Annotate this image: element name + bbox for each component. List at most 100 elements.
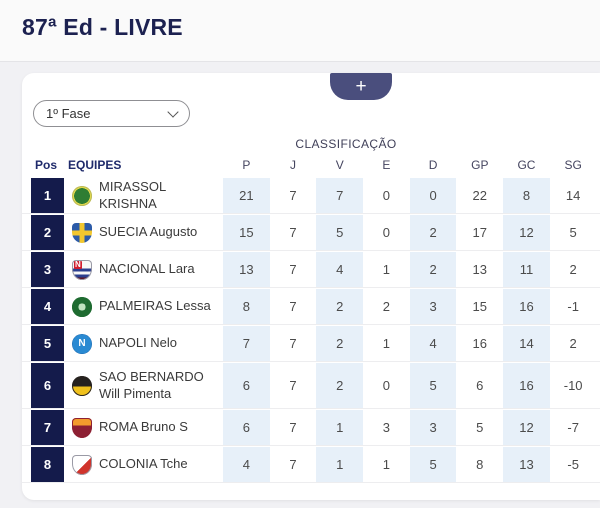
position-badge: 6 xyxy=(31,363,64,408)
stat-v: 5 xyxy=(316,215,364,250)
stat-gc: 12 xyxy=(503,215,550,250)
column-header-v: V xyxy=(335,158,344,172)
stat-sg: -1 xyxy=(567,299,579,314)
stat-e: 1 xyxy=(382,336,391,351)
stat-gc: 14 xyxy=(503,326,550,361)
stat-sg: 2 xyxy=(569,336,577,351)
stat-v: 2 xyxy=(316,289,364,324)
page-title: 87ª Ed - LIVRE xyxy=(22,14,183,40)
stat-v: 4 xyxy=(316,252,364,287)
team-name: PALMEIRAS Lessa xyxy=(99,298,211,314)
team-name: SAO BERNARDO Will Pimenta xyxy=(99,369,204,401)
column-header-sg: SG xyxy=(564,158,582,172)
stat-p: 8 xyxy=(223,289,270,324)
column-header-e: E xyxy=(382,158,391,172)
stat-sg: -5 xyxy=(567,457,579,472)
team-name: ROMA Bruno S xyxy=(99,419,188,435)
stat-d: 4 xyxy=(409,326,457,361)
column-header-gc: GC xyxy=(517,158,536,172)
stat-gc: 8 xyxy=(503,178,550,213)
stat-j: 7 xyxy=(289,262,297,277)
title-bar: 87ª Ed - LIVRE xyxy=(0,0,600,62)
position-badge: 4 xyxy=(31,289,64,324)
phase-select-value: 1º Fase xyxy=(46,106,91,121)
table-row[interactable]: 8 COLONIA Tche 4 7 1 1 5 8 13 -5 xyxy=(22,447,600,483)
table-body: 1 MIRASSOL KRISHNA 21 7 7 0 0 22 8 14 2 … xyxy=(22,178,600,484)
position-badge: 7 xyxy=(31,410,64,445)
stat-d: 3 xyxy=(409,289,457,324)
table-row[interactable]: 3 N NACIONAL Lara 13 7 4 1 2 13 11 2 xyxy=(22,252,600,288)
plus-icon: + xyxy=(355,75,367,97)
stat-gc: 12 xyxy=(503,410,550,445)
stat-v: 2 xyxy=(316,363,364,408)
stat-sg: 14 xyxy=(565,188,581,203)
stat-gp: 16 xyxy=(472,336,488,351)
team-name: COLONIA Tche xyxy=(99,456,188,472)
stat-gp: 5 xyxy=(476,420,484,435)
table-header-row: Pos EQUIPES P J V E D GP GC SG xyxy=(22,158,600,174)
stat-d: 5 xyxy=(409,363,457,408)
team-crest-icon: N xyxy=(72,333,92,354)
stat-d: 5 xyxy=(409,447,457,482)
column-header-j: J xyxy=(290,158,297,172)
stat-gp: 15 xyxy=(472,299,488,314)
stat-gp: 22 xyxy=(472,188,488,203)
stat-gp: 13 xyxy=(472,262,488,277)
stat-p: 6 xyxy=(223,410,270,445)
position-badge: 1 xyxy=(31,178,64,213)
stat-v: 1 xyxy=(316,410,364,445)
position-badge: 3 xyxy=(31,252,64,287)
stat-j: 7 xyxy=(289,457,297,472)
stat-sg: -10 xyxy=(563,378,583,393)
team-crest-icon xyxy=(72,296,92,317)
stat-e: 0 xyxy=(382,378,391,393)
stat-p: 6 xyxy=(223,363,270,408)
stat-gc: 11 xyxy=(503,252,550,287)
table-row[interactable]: 4 PALMEIRAS Lessa 8 7 2 2 3 15 16 -1 xyxy=(22,289,600,325)
team-crest-icon xyxy=(72,222,92,243)
stat-sg: 2 xyxy=(569,262,577,277)
table-row[interactable]: 5 N NAPOLI Nelo 7 7 2 1 4 16 14 2 xyxy=(22,326,600,362)
position-badge: 8 xyxy=(31,447,64,482)
stat-gp: 17 xyxy=(472,225,488,240)
team-name: SUECIA Augusto xyxy=(99,224,198,240)
table-row[interactable]: 1 MIRASSOL KRISHNA 21 7 7 0 0 22 8 14 xyxy=(22,178,600,214)
team-name: NAPOLI Nelo xyxy=(99,335,178,351)
table-row[interactable]: 7 ROMA Bruno S 6 7 1 3 3 5 12 -7 xyxy=(22,410,600,446)
stat-d: 2 xyxy=(409,252,457,287)
phase-select[interactable]: 1º Fase xyxy=(33,100,190,127)
stat-j: 7 xyxy=(289,188,297,203)
stat-p: 13 xyxy=(223,252,270,287)
stat-p: 7 xyxy=(223,326,270,361)
column-header-p: P xyxy=(242,158,251,172)
stat-e: 3 xyxy=(382,420,391,435)
stat-d: 2 xyxy=(409,215,457,250)
stat-gp: 6 xyxy=(476,378,484,393)
stat-j: 7 xyxy=(289,225,297,240)
stat-sg: -7 xyxy=(567,420,579,435)
table-row[interactable]: 6 SAO BERNARDO Will Pimenta 6 7 2 0 5 6 … xyxy=(22,363,600,409)
stat-v: 1 xyxy=(316,447,364,482)
column-header-d: D xyxy=(428,158,438,172)
column-header-gp: GP xyxy=(471,158,489,172)
team-crest-icon xyxy=(72,185,92,206)
column-header-equipes: EQUIPES xyxy=(68,158,122,172)
table-caption: CLASSIFICAÇÃO xyxy=(295,137,397,151)
team-crest-icon xyxy=(72,375,92,396)
stat-e: 1 xyxy=(382,457,391,472)
column-header-pos: Pos xyxy=(35,158,58,172)
table-row[interactable]: 2 SUECIA Augusto 15 7 5 0 2 17 12 5 xyxy=(22,215,600,251)
stat-j: 7 xyxy=(289,336,297,351)
stat-d: 3 xyxy=(409,410,457,445)
stat-p: 4 xyxy=(223,447,270,482)
add-button[interactable]: + xyxy=(330,73,392,100)
stat-p: 15 xyxy=(223,215,270,250)
stat-j: 7 xyxy=(289,420,297,435)
team-crest-icon xyxy=(72,454,92,475)
stat-e: 0 xyxy=(382,188,391,203)
stat-v: 2 xyxy=(316,326,364,361)
position-badge: 2 xyxy=(31,215,64,250)
stat-gc: 16 xyxy=(503,363,550,408)
team-crest-icon xyxy=(72,417,92,438)
stat-j: 7 xyxy=(289,299,297,314)
